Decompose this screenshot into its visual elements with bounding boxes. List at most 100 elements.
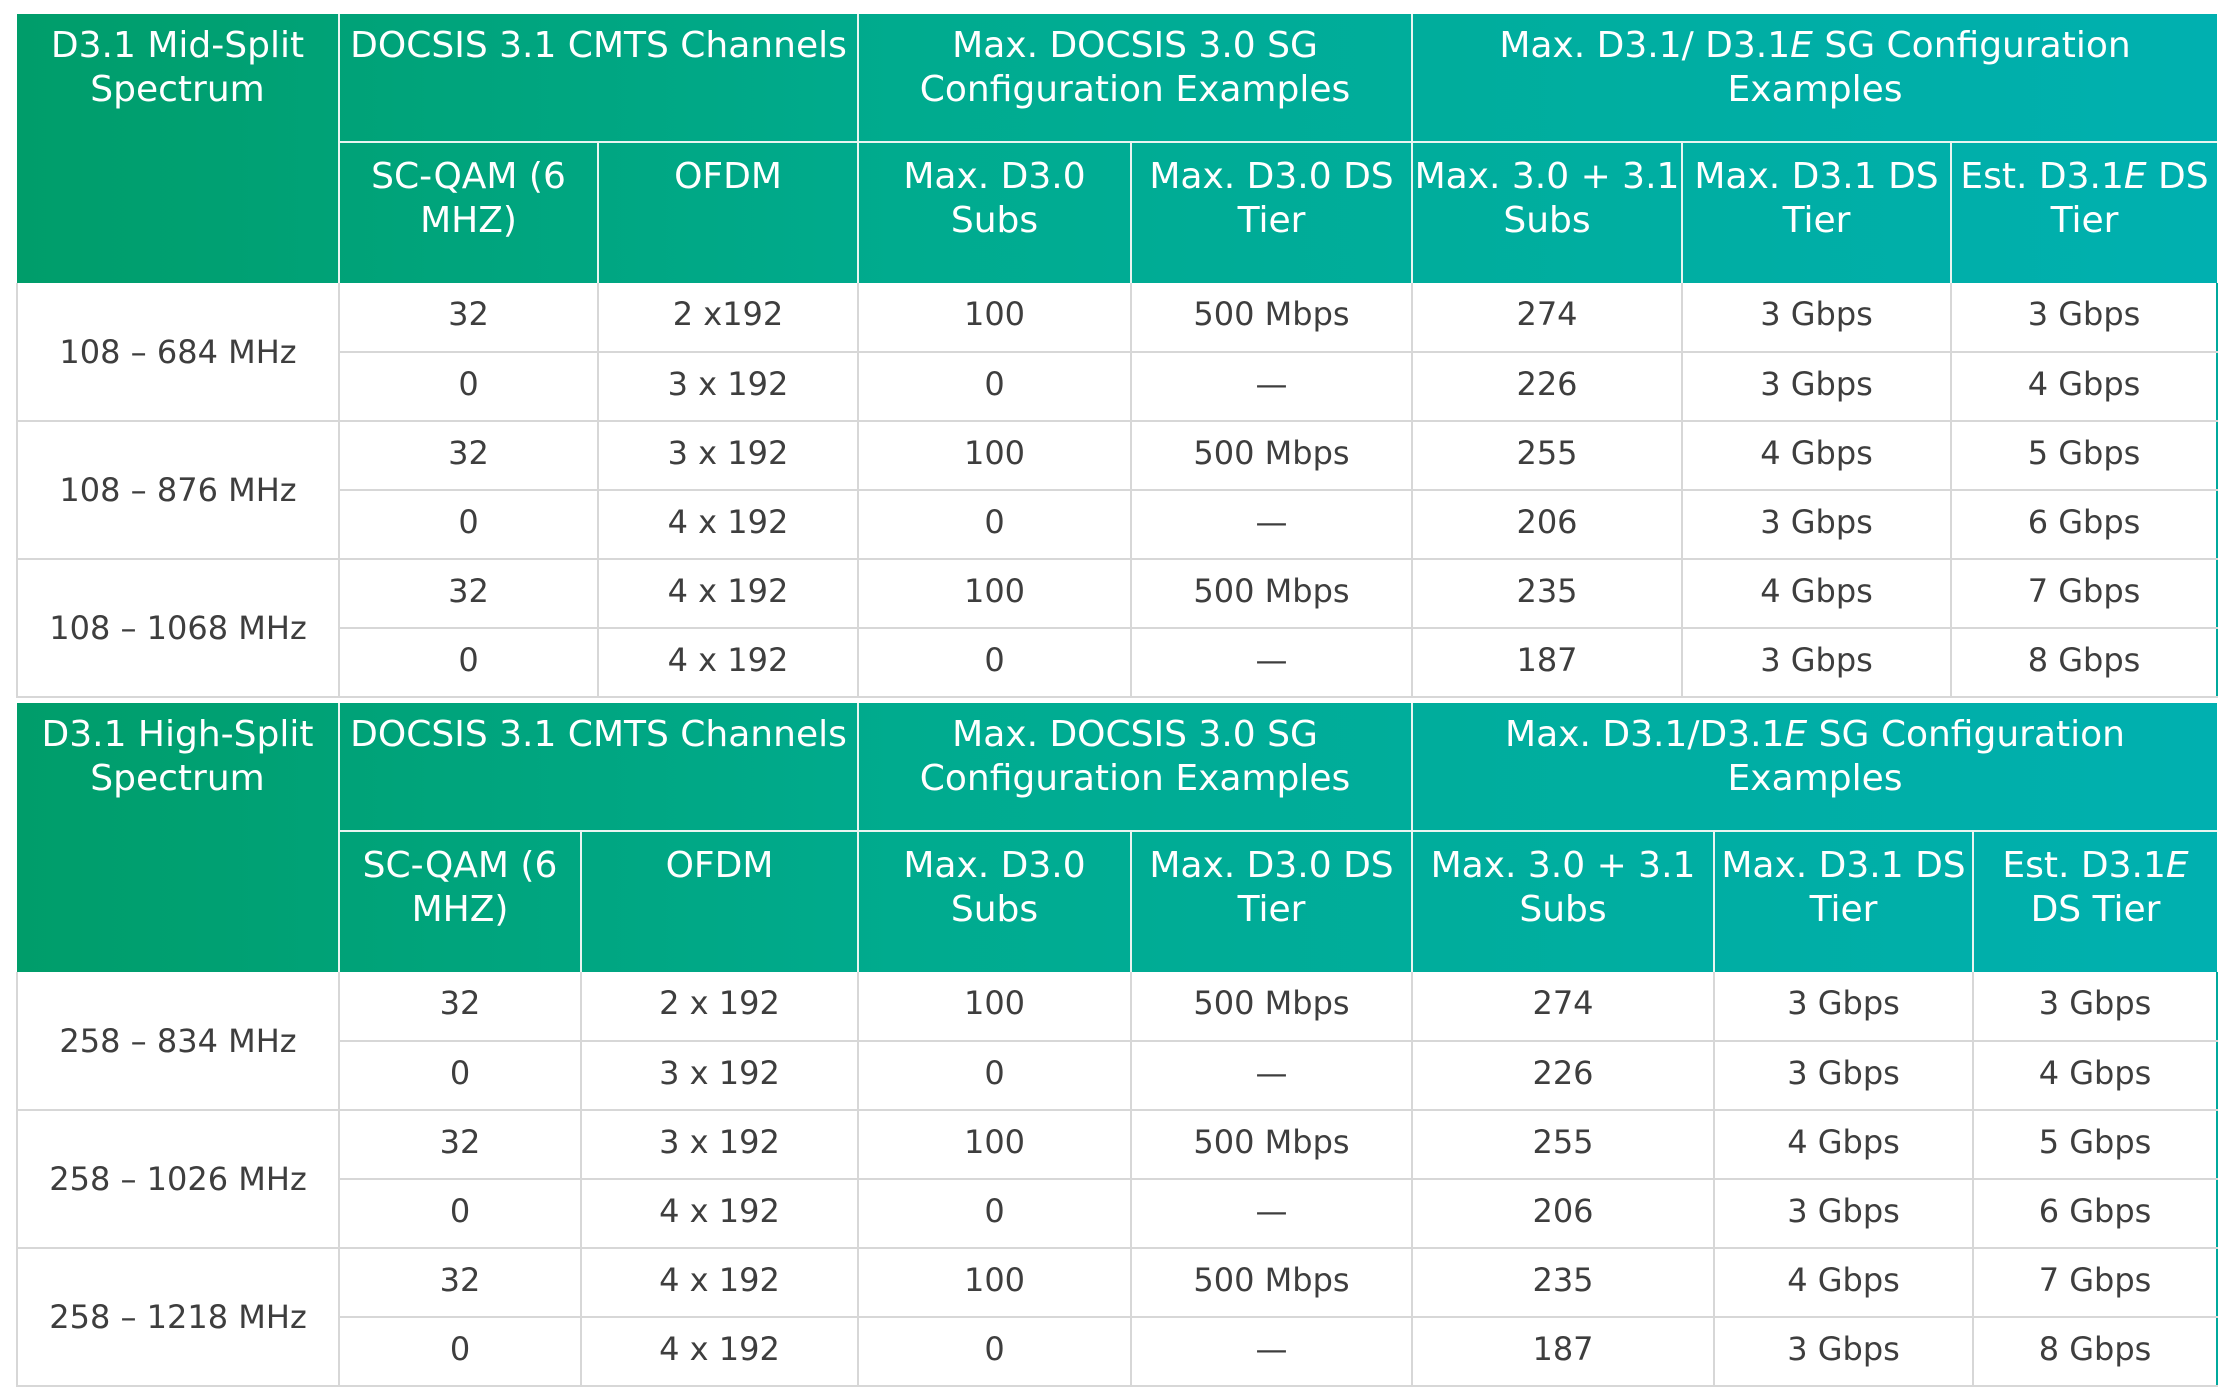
- max-d30-subs-cell: 0: [858, 1179, 1132, 1249]
- max-d30-subs-cell: 0: [858, 490, 1132, 560]
- max-d30-ds-tier-cell: —: [1131, 1179, 1413, 1249]
- max-d31-ds-tier-header: Max. D3.1 DS Tier: [1682, 141, 1952, 283]
- max-d30-ds-tier-cell: —: [1131, 1041, 1413, 1111]
- spectrum-cell: 108 – 1068 MHz: [16, 559, 340, 698]
- est-d31e-ds-tier-cell: 6 Gbps: [1973, 1179, 2219, 1249]
- max-30-31-subs-cell: 235: [1412, 559, 1683, 629]
- ofdm-header: OFDM: [598, 141, 859, 283]
- d31-config-header: Max. D3.1/ D3.1E SG Configuration Exampl…: [1499, 25, 2131, 110]
- mid-split-header-row-2: SC-QAM (6 MHZ) OFDM Max. D3.0 Subs Max. …: [17, 141, 2217, 283]
- max-30-31-subs-cell: 187: [1412, 628, 1683, 698]
- scqam-cell: 0: [338, 1179, 582, 1249]
- high-split-header-row-1: D3.1 High-Split Spectrum DOCSIS 3.1 CMTS…: [17, 703, 2218, 972]
- max-d31-ds-tier-cell: 3 Gbps: [1682, 283, 1952, 353]
- ofdm-cell: 4 x 192: [598, 490, 859, 560]
- est-d31e-ds-tier-cell: 4 Gbps: [1973, 1041, 2219, 1111]
- max-d30-subs-header: Max. D3.0 Subs: [858, 141, 1132, 283]
- high-split-body: 258 – 834 MHz 32 2 x 192 100 500 Mbps 274 3 Gb…: [16, 972, 2219, 1387]
- max-d30-subs-cell: 100: [858, 559, 1132, 629]
- scqam-cell: 0: [338, 352, 599, 422]
- ofdm-header: OFDM: [581, 830, 859, 972]
- max-d30-subs-cell: 100: [858, 421, 1132, 491]
- spectrum-header: D3.1 Mid-Split Spectrum: [17, 14, 340, 283]
- max-30-31-subs-cell: 206: [1412, 1179, 1715, 1249]
- max-30-31-subs-cell: 274: [1412, 283, 1683, 353]
- spectrum-cell: 258 – 1026 MHz: [16, 1110, 340, 1249]
- max-d30-ds-tier-cell: 500 Mbps: [1131, 1248, 1413, 1318]
- max-d31-ds-tier-cell: 3 Gbps: [1714, 1317, 1974, 1387]
- max-d31-ds-tier-cell: 4 Gbps: [1682, 421, 1952, 491]
- max-30-31-subs-cell: 255: [1412, 1110, 1715, 1180]
- table-row: 258 – 1026 MHz 32 3 x 192 100 500 Mbps 255 4 G…: [16, 1110, 2219, 1249]
- scqam-cell: 32: [339, 283, 599, 353]
- max-d30-ds-tier-cell: 500 Mbps: [1131, 559, 1413, 629]
- max-d31-ds-tier-cell: 4 Gbps: [1682, 559, 1952, 629]
- max-d30-ds-tier-cell: —: [1131, 352, 1413, 422]
- max-d30-ds-tier-cell: 500 Mbps: [1131, 1110, 1413, 1180]
- ofdm-cell: 2 x192: [598, 283, 859, 353]
- est-d31e-ds-tier-cell: 7 Gbps: [1973, 1248, 2219, 1318]
- mid-split-table: D3.1 Mid-Split Spectrum DOCSIS 3.1 CMTS …: [16, 14, 2218, 698]
- max-d30-subs-cell: 0: [858, 1317, 1132, 1387]
- max-30-31-subs-cell: 255: [1412, 421, 1683, 491]
- cmts-channels-header: DOCSIS 3.1 CMTS Channels: [339, 14, 859, 142]
- est-d31e-ds-tier-cell: 3 Gbps: [1973, 972, 2219, 1042]
- max-d30-subs-cell: 100: [858, 1248, 1132, 1318]
- table-row: 258 – 834 MHz 32 2 x 192 100 500 Mbps 274 3 Gb…: [16, 972, 2219, 1111]
- spectrum-header: D3.1 High-Split Spectrum: [17, 703, 340, 972]
- scqam-cell: 32: [339, 559, 599, 629]
- ofdm-cell: 3 x 192: [598, 421, 859, 491]
- max-d31-ds-tier-cell: 4 Gbps: [1714, 1248, 1974, 1318]
- max-d30-subs-cell: 100: [858, 1110, 1132, 1180]
- est-d31e-ds-tier-cell: 5 Gbps: [1973, 1110, 2219, 1180]
- max-d30-ds-tier-header: Max. D3.0 DS Tier: [1131, 830, 1413, 972]
- est-d31e-ds-tier-cell: 7 Gbps: [1951, 559, 2218, 629]
- max-30-31-subs-cell: 206: [1412, 490, 1683, 560]
- ofdm-cell: 4 x 192: [581, 1317, 859, 1387]
- table-row: 108 – 876 MHz 32 3 x 192 100 500 Mbps 255 4 Gb…: [16, 421, 2218, 560]
- mid-split-body: 108 – 684 MHz 32 2 x192 100 500 Mbps 274 3 Gbp…: [16, 283, 2218, 698]
- max-30-31-subs-cell: 226: [1412, 352, 1683, 422]
- ofdm-cell: 4 x 192: [598, 559, 859, 629]
- max-d31-ds-tier-cell: 3 Gbps: [1682, 352, 1952, 422]
- max-d30-ds-tier-cell: —: [1131, 628, 1413, 698]
- est-d31e-ds-tier-cell: 3 Gbps: [1951, 283, 2218, 353]
- max-d31-ds-tier-cell: 3 Gbps: [1682, 490, 1952, 560]
- mid-split-header-row-1: D3.1 Mid-Split Spectrum DOCSIS 3.1 CMTS …: [17, 14, 2217, 283]
- scqam-cell: 0: [338, 1041, 582, 1111]
- ofdm-cell: 3 x 192: [581, 1041, 859, 1111]
- max-d31-ds-tier-cell: 3 Gbps: [1714, 1179, 1974, 1249]
- max-30-31-subs-header: Max. 3.0 + 3.1 Subs: [1412, 830, 1715, 972]
- max-d30-ds-tier-header: Max. D3.0 DS Tier: [1131, 141, 1413, 283]
- spectrum-cell: 108 – 684 MHz: [16, 283, 340, 422]
- max-d30-subs-cell: 100: [858, 972, 1132, 1042]
- max-d31-ds-tier-header: Max. D3.1 DS Tier: [1714, 830, 1974, 972]
- high-split-header-row-2: SC-QAM (6 MHZ) OFDM Max. D3.0 Subs Max. …: [17, 830, 2218, 972]
- max-d31-ds-tier-cell: 3 Gbps: [1714, 972, 1974, 1042]
- ofdm-cell: 3 x 192: [581, 1110, 859, 1180]
- ofdm-cell: 2 x 192: [581, 972, 859, 1042]
- d30-config-header: Max. DOCSIS 3.0 SG Configuration Example…: [858, 14, 1413, 142]
- scqam-cell: 0: [338, 628, 599, 698]
- max-d31-ds-tier-cell: 4 Gbps: [1714, 1110, 1974, 1180]
- scqam-cell: 32: [339, 421, 599, 491]
- max-d30-subs-cell: 0: [858, 628, 1132, 698]
- max-d30-ds-tier-cell: 500 Mbps: [1131, 283, 1413, 353]
- scqam-cell: 0: [338, 1317, 582, 1387]
- spectrum-cell: 258 – 1218 MHz: [16, 1248, 340, 1387]
- max-30-31-subs-cell: 274: [1412, 972, 1715, 1042]
- ofdm-cell: 4 x 192: [581, 1179, 859, 1249]
- max-30-31-subs-cell: 235: [1412, 1248, 1715, 1318]
- table-row: 108 – 684 MHz 32 2 x192 100 500 Mbps 274 3 Gbp…: [16, 283, 2218, 422]
- est-d31e-ds-tier-cell: 4 Gbps: [1951, 352, 2218, 422]
- scqam-cell: 0: [338, 490, 599, 560]
- max-d30-ds-tier-cell: 500 Mbps: [1131, 421, 1413, 491]
- d31-config-header: Max. D3.1/D3.1E SG Configuration Example…: [1505, 714, 2125, 799]
- max-d31-ds-tier-cell: 3 Gbps: [1682, 628, 1952, 698]
- max-30-31-subs-header: Max. 3.0 + 3.1 Subs: [1412, 141, 1683, 283]
